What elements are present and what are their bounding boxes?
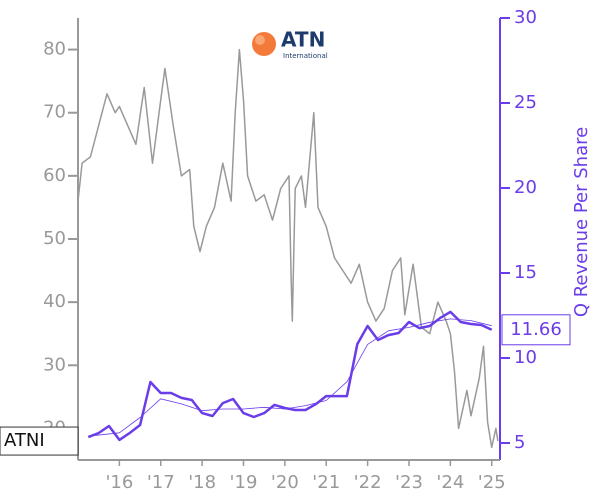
y2-tick-label: 30 — [514, 7, 537, 28]
y-tick-label: 30 — [43, 354, 66, 375]
y2-tick-label: 10 — [514, 347, 537, 368]
x-tick-label: '18 — [188, 472, 216, 493]
y2-tick-label: 25 — [514, 92, 537, 113]
y-tick-label: 40 — [43, 291, 66, 312]
x-tick-label: '19 — [230, 472, 258, 493]
logo-subtitle: International — [283, 52, 328, 60]
y2-tick-label: 5 — [514, 432, 525, 453]
x-tick-label: '17 — [147, 472, 175, 493]
logo-name: ATN — [281, 28, 325, 52]
x-tick-label: '25 — [478, 472, 506, 493]
x-tick-label: '16 — [105, 472, 133, 493]
x-tick-label: '21 — [312, 472, 340, 493]
logo: ATN International — [252, 28, 328, 60]
value-box — [501, 314, 571, 346]
y-tick-label: 80 — [43, 39, 66, 60]
y2-axis-label: Q Revenue Per Share — [571, 127, 592, 317]
series-line — [77, 48, 499, 449]
y-tick-label: 60 — [43, 165, 66, 186]
value-label: 11.66 — [510, 319, 562, 340]
series-line — [88, 318, 492, 437]
series-line — [87, 310, 493, 442]
ticker-box — [0, 426, 79, 456]
logo-icon — [252, 32, 276, 56]
y-tick-label: 70 — [43, 102, 66, 123]
y2-tick-label: 20 — [514, 177, 537, 198]
x-tick-label: '22 — [354, 472, 382, 493]
x-tick-label: '20 — [271, 472, 299, 493]
y-tick-label: 50 — [43, 228, 66, 249]
ticker-label: ATNI — [4, 430, 45, 451]
logo-icon-highlight — [255, 35, 265, 45]
x-tick-label: '24 — [436, 472, 464, 493]
x-tick-label: '23 — [395, 472, 423, 493]
y2-tick-label: 15 — [514, 262, 537, 283]
